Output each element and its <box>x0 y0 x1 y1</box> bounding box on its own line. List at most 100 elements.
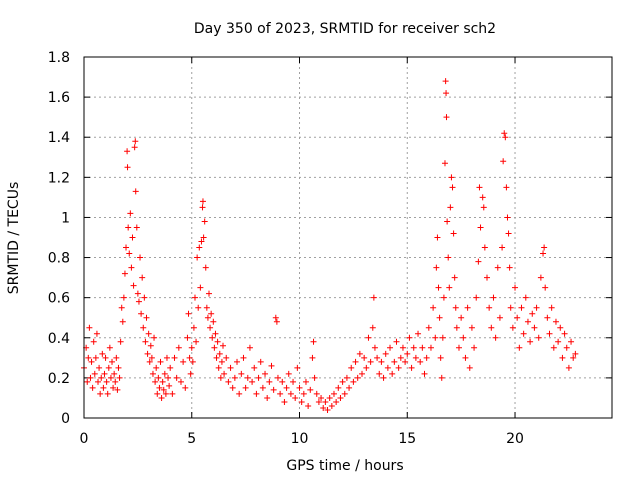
data-point <box>369 324 376 331</box>
data-point <box>370 294 377 301</box>
data-point <box>96 364 103 371</box>
data-point <box>115 364 122 371</box>
data-point <box>262 370 269 377</box>
data-point <box>479 194 486 201</box>
data-point <box>95 378 102 385</box>
data-point <box>135 298 142 305</box>
data-point <box>341 390 348 397</box>
data-point <box>200 234 207 241</box>
data-point <box>236 390 243 397</box>
data-point <box>436 314 443 321</box>
data-point <box>522 294 529 301</box>
data-point <box>555 338 562 345</box>
data-point <box>471 344 478 351</box>
data-point <box>477 224 484 231</box>
data-point <box>130 282 137 289</box>
data-point <box>305 402 312 409</box>
data-point <box>264 394 271 401</box>
data-point <box>208 310 215 317</box>
data-point <box>527 338 534 345</box>
data-point <box>531 324 538 331</box>
data-point <box>84 378 91 385</box>
data-point <box>209 334 216 341</box>
data-point <box>187 370 194 377</box>
data-point <box>432 334 439 341</box>
data-point <box>154 390 161 397</box>
data-point <box>212 330 219 337</box>
data-point <box>91 370 98 377</box>
plot-frame <box>83 56 613 419</box>
data-point <box>333 398 340 405</box>
data-point <box>199 198 206 205</box>
data-point <box>148 354 155 361</box>
data-point <box>283 384 290 391</box>
data-point <box>502 134 509 141</box>
y-tick-label: 1.6 <box>48 90 70 106</box>
data-point <box>412 354 419 361</box>
data-point <box>287 390 294 397</box>
data-point <box>440 294 447 301</box>
data-point <box>189 358 196 365</box>
data-point <box>125 224 132 231</box>
data-point <box>207 324 214 331</box>
data-point <box>404 350 411 357</box>
data-point <box>216 350 223 357</box>
data-point <box>159 378 166 385</box>
data-point <box>433 264 440 271</box>
data-point <box>565 364 572 371</box>
data-point <box>134 290 141 297</box>
data-point <box>132 188 139 195</box>
data-points <box>81 78 579 413</box>
data-point <box>439 334 446 341</box>
data-point <box>476 184 483 191</box>
data-point <box>119 318 126 325</box>
data-point <box>503 184 510 191</box>
data-point <box>318 394 325 401</box>
data-point <box>273 318 280 325</box>
data-point <box>546 330 553 337</box>
data-point <box>97 390 104 397</box>
data-point <box>129 234 136 241</box>
data-point <box>220 342 227 349</box>
data-point <box>253 390 260 397</box>
data-point <box>563 344 570 351</box>
data-point <box>215 364 222 371</box>
data-point <box>437 354 444 361</box>
data-point <box>249 378 256 385</box>
data-point <box>320 404 327 411</box>
data-point <box>509 324 516 331</box>
data-point <box>100 384 107 391</box>
data-point <box>322 398 329 405</box>
data-point <box>145 330 152 337</box>
data-point <box>272 314 279 321</box>
data-point <box>93 330 100 337</box>
data-point <box>382 350 389 357</box>
data-point <box>359 370 366 377</box>
data-point <box>533 304 540 311</box>
data-point <box>124 164 131 171</box>
data-point <box>505 230 512 237</box>
y-tick-label: 0.2 <box>48 371 70 387</box>
data-point <box>490 294 497 301</box>
data-point <box>160 386 167 393</box>
data-point <box>114 386 121 393</box>
data-point <box>311 374 318 381</box>
data-point <box>198 238 205 245</box>
data-point <box>279 378 286 385</box>
data-point <box>346 384 353 391</box>
data-point <box>313 390 320 397</box>
data-point <box>214 338 221 345</box>
x-tick-label: 0 <box>80 431 89 447</box>
data-point <box>137 254 144 261</box>
data-point <box>568 338 575 345</box>
data-point <box>330 390 337 397</box>
data-point <box>166 382 173 389</box>
data-point <box>177 378 184 385</box>
data-point <box>161 370 168 377</box>
y-tick-label: 0.8 <box>48 251 70 267</box>
data-point <box>378 358 385 365</box>
data-point <box>481 244 488 251</box>
data-point <box>203 304 210 311</box>
data-point <box>488 324 495 331</box>
